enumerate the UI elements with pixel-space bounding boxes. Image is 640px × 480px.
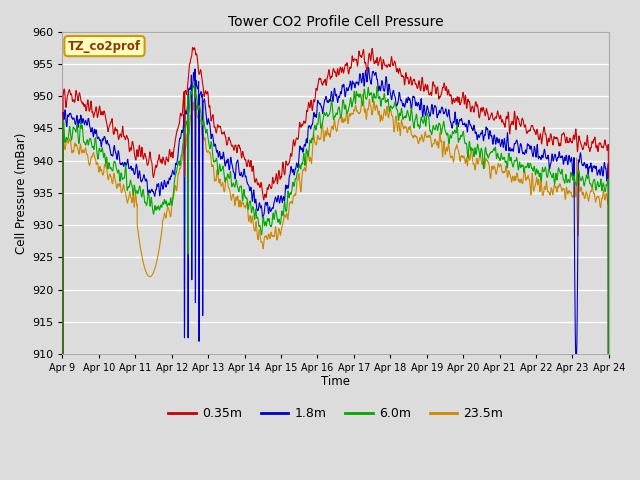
Legend: 0.35m, 1.8m, 6.0m, 23.5m: 0.35m, 1.8m, 6.0m, 23.5m <box>163 402 508 425</box>
Text: TZ_co2prof: TZ_co2prof <box>68 40 141 53</box>
Y-axis label: Cell Pressure (mBar): Cell Pressure (mBar) <box>15 132 28 253</box>
Title: Tower CO2 Profile Cell Pressure: Tower CO2 Profile Cell Pressure <box>228 15 444 29</box>
X-axis label: Time: Time <box>321 374 350 387</box>
